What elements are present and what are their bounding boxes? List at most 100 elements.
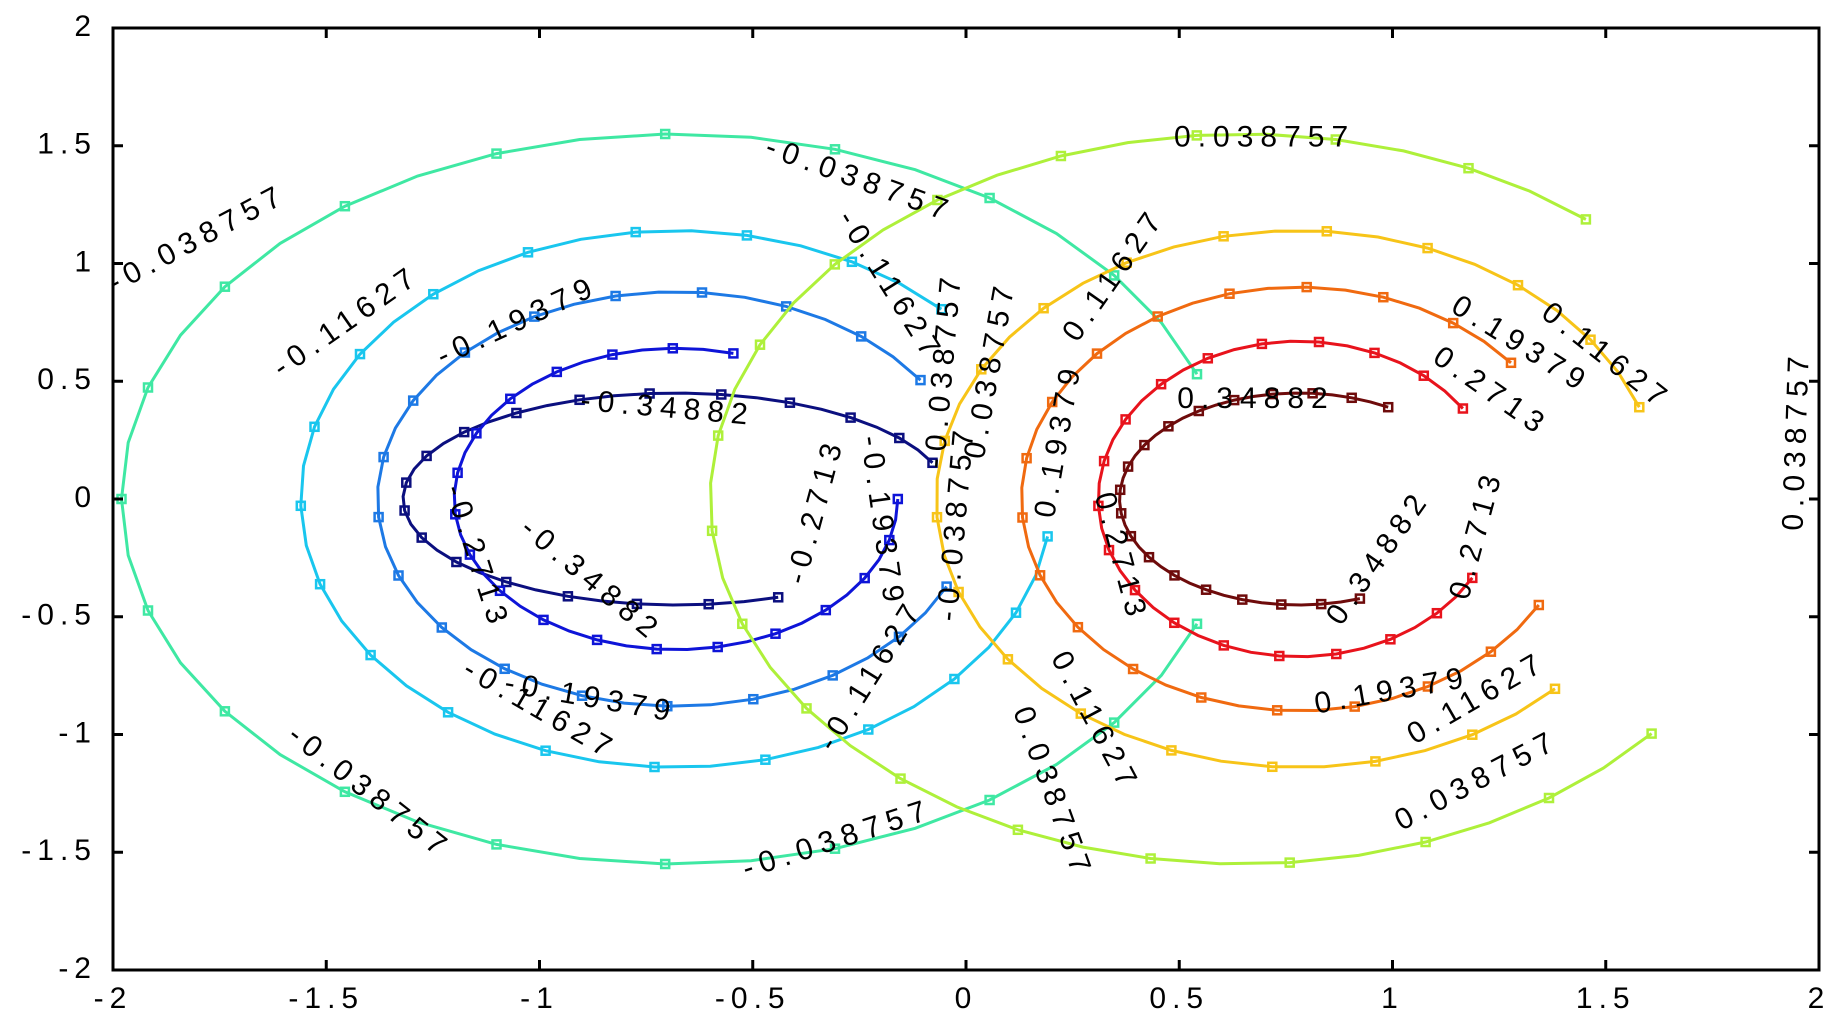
contour-level-label: 0.038757 (1776, 349, 1815, 531)
contour-marker (1349, 701, 1360, 712)
contour-marker (712, 430, 724, 441)
contour-marker (607, 349, 618, 360)
contour-marker (378, 451, 389, 463)
contour-marker (703, 598, 714, 610)
contour-marker (1330, 134, 1342, 145)
contour-marker (339, 786, 351, 798)
contour-marker (1585, 334, 1596, 345)
contour-marker (428, 288, 439, 300)
y-tick-label: 1 (74, 245, 97, 278)
x-tick-label: 2 (1808, 982, 1831, 1015)
contour-marker (1010, 607, 1022, 618)
contour-marker (662, 700, 673, 712)
contour-marker (511, 407, 522, 419)
contour-marker (1228, 394, 1240, 406)
contour-marker (1091, 348, 1103, 359)
contour-path (1020, 285, 1540, 713)
contour-marker (1422, 681, 1434, 692)
contour-line (450, 343, 904, 655)
contour-marker (1017, 512, 1028, 523)
contour-path (1118, 391, 1389, 607)
contour-marker (1418, 370, 1430, 381)
contour-path (452, 346, 900, 652)
contour-marker (939, 435, 950, 447)
contour-marker (1042, 531, 1053, 542)
y-tick-label: -1 (58, 716, 97, 749)
contour-path (709, 132, 1653, 866)
contour-marker (1237, 594, 1248, 605)
contour-marker (1125, 530, 1137, 542)
y-tick-label: -1.5 (21, 834, 97, 867)
contour-marker (458, 426, 470, 438)
contour-marker (829, 259, 841, 270)
contour-marker (893, 631, 905, 643)
contour-marker (1463, 162, 1474, 174)
contour-marker (562, 591, 574, 602)
contour-marker (754, 339, 766, 350)
contour-marker (1307, 388, 1318, 399)
contour-marker (855, 331, 867, 342)
x-tick-label: 0 (955, 982, 978, 1015)
contour-marker (1122, 461, 1134, 472)
contour-marker (1224, 288, 1235, 299)
contour-marker (551, 366, 563, 378)
contour-level-label: -0.34882 (514, 511, 669, 648)
x-tick-label: 1 (1381, 982, 1404, 1015)
contour-marker (949, 673, 960, 685)
contour-level-label: 0.11627 (1056, 201, 1172, 347)
contour-marker (1321, 226, 1333, 237)
contour-marker (1276, 599, 1287, 610)
contour-marker (1200, 584, 1212, 595)
contour-marker (1467, 572, 1478, 584)
contour-level-label: -0.19379 (432, 269, 604, 373)
contour-marker (401, 477, 412, 488)
contour-marker (649, 761, 660, 773)
contour-level-label: 0.19379 (1028, 359, 1088, 520)
contour-marker (1121, 257, 1132, 268)
contour-level-label: 0.34882 (1320, 483, 1437, 631)
contour-marker (1191, 368, 1203, 380)
contour-marker (1115, 508, 1127, 519)
contour-line (1093, 336, 1478, 662)
contour-marker (1284, 857, 1295, 868)
contour-marker (1505, 357, 1517, 369)
contour-path (935, 229, 1641, 769)
contour-marker (1055, 150, 1067, 162)
contour-marker (1580, 214, 1592, 225)
contour-marker (1467, 729, 1478, 740)
contour-marker (953, 586, 964, 598)
contour-marker (499, 663, 510, 675)
contour-marker (1346, 392, 1357, 404)
contour-level-label: -0.34882 (579, 384, 756, 432)
contour-marker (772, 592, 784, 603)
contour-marker (416, 532, 427, 543)
contour-marker (915, 374, 926, 386)
contour-marker (859, 572, 870, 584)
contour-marker (1370, 756, 1381, 767)
contour-level-label: 0.038757 (1174, 121, 1355, 154)
y-tick-label: 0 (74, 481, 97, 514)
contour-marker (932, 194, 943, 206)
contour-marker (1108, 717, 1120, 728)
contour-marker (1420, 836, 1431, 848)
contour-marker (659, 128, 671, 140)
contour-marker (1634, 401, 1645, 413)
contour-marker (894, 432, 905, 444)
contour-marker (801, 703, 812, 714)
contour-marker (1218, 640, 1230, 651)
contour-marker (936, 303, 947, 315)
contour-marker (1256, 338, 1268, 350)
contour-marker (667, 343, 679, 354)
contour-marker (1422, 242, 1433, 254)
contour-marker (863, 724, 874, 735)
contour-marker (471, 428, 482, 439)
contour-marker (1046, 396, 1058, 408)
contour-line (1114, 388, 1394, 610)
contour-marker (1354, 593, 1366, 604)
contour-line (373, 287, 952, 712)
contour-level-label: -0.11627 (831, 204, 950, 368)
contour-marker (436, 622, 448, 633)
contour-marker (846, 256, 858, 268)
contour-marker (491, 839, 502, 850)
contour-marker (651, 643, 662, 655)
